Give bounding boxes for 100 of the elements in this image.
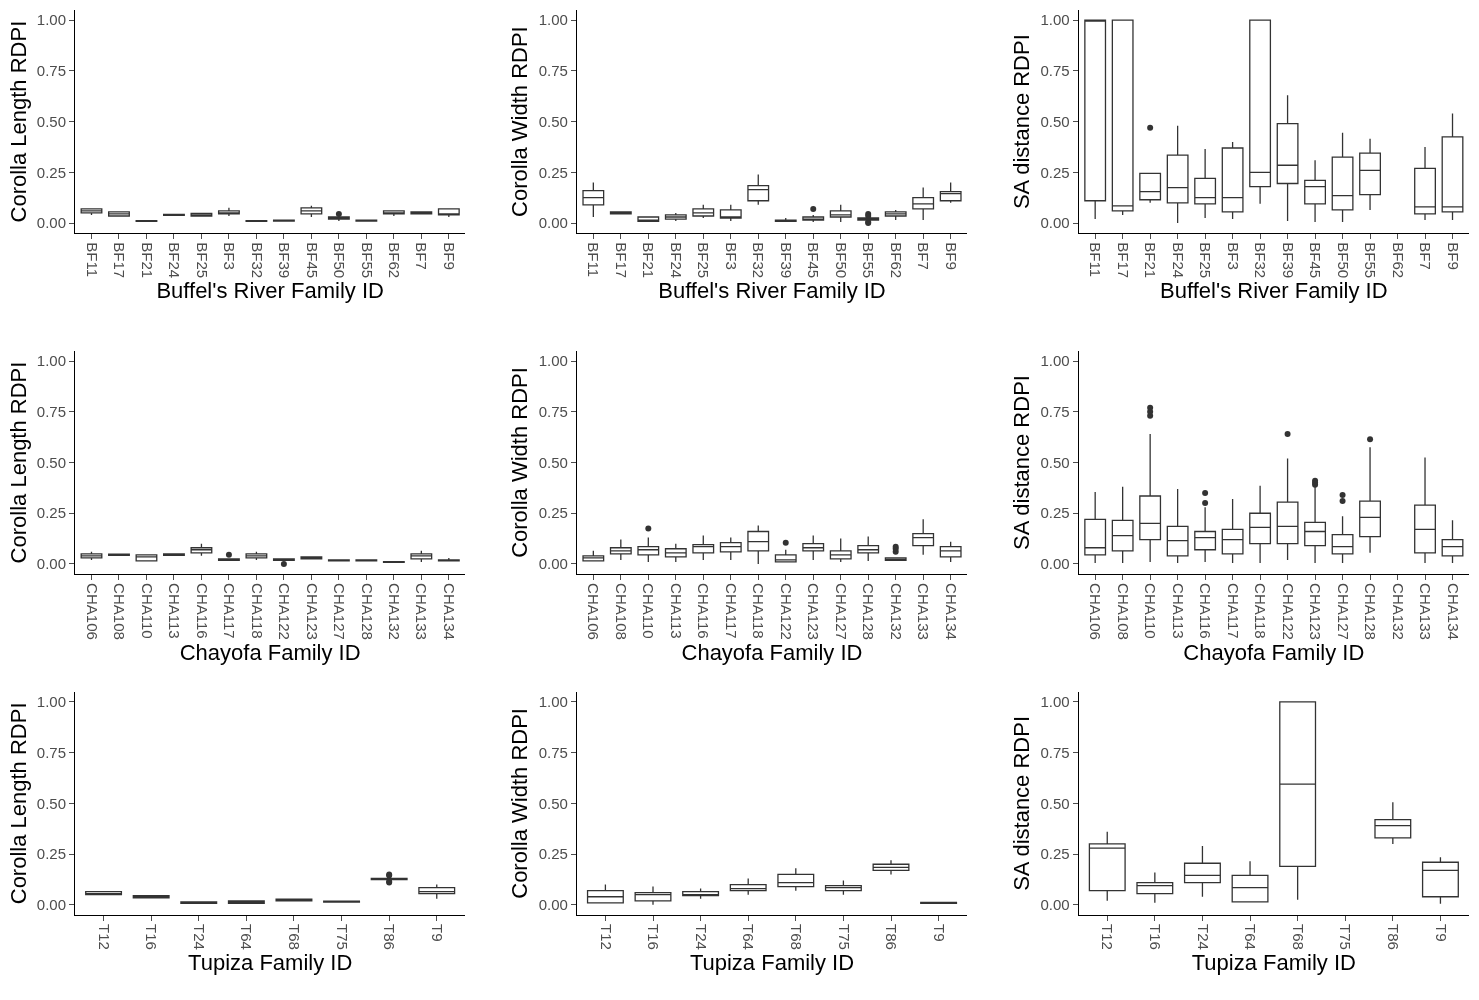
x-tick-label: CHA134	[942, 583, 960, 640]
y-tick-label: 1.00	[538, 693, 568, 711]
x-tick-label: BF55	[358, 242, 376, 279]
x-tick-label: BF24	[1169, 242, 1187, 279]
x-tick-label: CHA108	[612, 583, 630, 640]
x-tick-label: CHA133	[915, 583, 933, 640]
x-tick-label: CHA122	[276, 583, 294, 640]
x-tick-label: CHA133	[413, 583, 431, 640]
y-tick-label: 1.00	[36, 693, 66, 711]
y-tick-label: 0.50	[538, 112, 568, 130]
x-tick-label: CHA113	[1169, 583, 1187, 639]
x-tick-label: BF9	[440, 242, 458, 270]
x-tick-label: BF39	[276, 242, 294, 279]
x-tick-label: BF45	[1307, 242, 1325, 279]
x-tick-label: CHA118	[248, 583, 266, 639]
x-tick-label: CHA116	[695, 583, 713, 639]
x-tick-label: T24	[692, 924, 710, 950]
x-tick-label: BF32	[750, 242, 768, 279]
x-tick-label: BF21	[1142, 242, 1160, 279]
x-tick-label: CHA127	[832, 583, 850, 640]
x-tick-label: CHA117	[221, 583, 239, 639]
x-tick-label: CHA127	[331, 583, 349, 640]
x-tick-label: T75	[1337, 924, 1355, 950]
x-tick-label: T68	[1289, 924, 1307, 950]
x-tick-label: BF45	[303, 242, 321, 279]
x-axis-title: Buffel's River Family ID	[658, 278, 886, 304]
y-tick-label: 0.00	[36, 555, 66, 573]
y-tick-label: 0.00	[1040, 896, 1070, 914]
y-tick-label: 0.25	[36, 163, 66, 181]
x-tick-label: BF3	[1224, 242, 1242, 270]
x-tick-label: T68	[787, 924, 805, 950]
x-tick-label: T75	[835, 924, 853, 950]
x-tick-label: BF17	[111, 242, 129, 279]
x-tick-label: CHA117	[722, 583, 740, 639]
x-tick-label: T64	[740, 924, 758, 950]
y-axis-title: Corolla Length RDPI	[5, 20, 31, 223]
x-tick-label: BF25	[1197, 242, 1215, 279]
x-tick-label: BF7	[413, 242, 431, 270]
x-tick-label: BF32	[1252, 242, 1270, 279]
y-tick-label: 0.25	[538, 163, 568, 181]
x-axis-title: Chayofa Family ID	[1183, 639, 1365, 665]
y-tick-label: 0.25	[1040, 163, 1070, 181]
y-tick-label: 0.50	[1040, 453, 1070, 471]
y-tick-label: 0.25	[538, 504, 568, 522]
y-tick-label: 0.00	[1040, 214, 1070, 232]
x-tick-label: CHA128	[860, 583, 878, 640]
y-tick-label: 0.75	[36, 62, 66, 80]
y-tick-label: 0.25	[1040, 504, 1070, 522]
x-tick-label: T75	[333, 924, 351, 950]
x-tick-label: CHA106	[585, 583, 603, 640]
x-tick-label: T68	[286, 924, 304, 950]
x-axis-title: Buffel's River Family ID	[1160, 278, 1388, 304]
x-tick-label: CHA122	[1279, 583, 1297, 640]
x-tick-label: BF11	[1087, 242, 1105, 277]
x-tick-label: CHA127	[1334, 583, 1352, 640]
x-tick-label: CHA116	[1197, 583, 1215, 639]
y-tick-label: 1.00	[36, 352, 66, 370]
x-tick-label: CHA113	[667, 583, 685, 639]
x-tick-label: CHA132	[887, 583, 905, 640]
x-tick-label: BF21	[138, 242, 156, 279]
x-tick-label: T86	[381, 924, 399, 950]
y-axis-title: SA distance RDPI	[1009, 375, 1035, 550]
x-tick-label: CHA132	[385, 583, 403, 640]
x-tick-label: BF9	[1444, 242, 1462, 270]
y-tick-label: 1.00	[36, 11, 66, 29]
x-tick-label: BF62	[887, 242, 905, 279]
x-tick-label: BF32	[248, 242, 266, 279]
x-tick-label: CHA110	[138, 583, 156, 639]
y-axis-title: Corolla Width RDPI	[507, 26, 533, 217]
y-tick-label: 1.00	[1040, 11, 1070, 29]
x-axis-title: Tupiza Family ID	[188, 949, 353, 975]
x-tick-label: T16	[1146, 924, 1164, 950]
x-tick-label: BF25	[193, 242, 211, 279]
x-tick-label: T12	[95, 924, 113, 950]
y-axis-title: Corolla Length RDPI	[5, 361, 31, 564]
y-tick-label: 1.00	[1040, 693, 1070, 711]
x-tick-label: BF24	[667, 242, 685, 279]
x-tick-label: CHA118	[1252, 583, 1270, 639]
x-tick-label: BF17	[612, 242, 630, 279]
x-tick-label: CHA108	[1114, 583, 1132, 640]
y-tick-label: 0.75	[538, 62, 568, 80]
x-tick-label: CHA110	[1142, 583, 1160, 639]
x-tick-label: BF62	[385, 242, 403, 279]
y-tick-label: 1.00	[1040, 352, 1070, 370]
y-tick-label: 0.25	[36, 504, 66, 522]
y-tick-label: 0.75	[1040, 743, 1070, 761]
x-tick-label: CHA122	[777, 583, 795, 640]
x-tick-label: T86	[883, 924, 901, 950]
x-tick-label: BF9	[942, 242, 960, 270]
x-tick-label: BF39	[777, 242, 795, 279]
x-tick-label: CHA113	[166, 583, 184, 639]
y-tick-label: 0.75	[36, 403, 66, 421]
x-tick-label: CHA134	[440, 583, 458, 640]
x-tick-label: BF7	[915, 242, 933, 270]
x-tick-label: CHA110	[640, 583, 658, 639]
y-tick-label: 0.75	[538, 403, 568, 421]
x-tick-label: BF11	[83, 242, 101, 277]
y-tick-label: 0.00	[1040, 555, 1070, 573]
x-tick-label: BF11	[585, 242, 603, 277]
x-tick-label: T9	[428, 924, 446, 942]
